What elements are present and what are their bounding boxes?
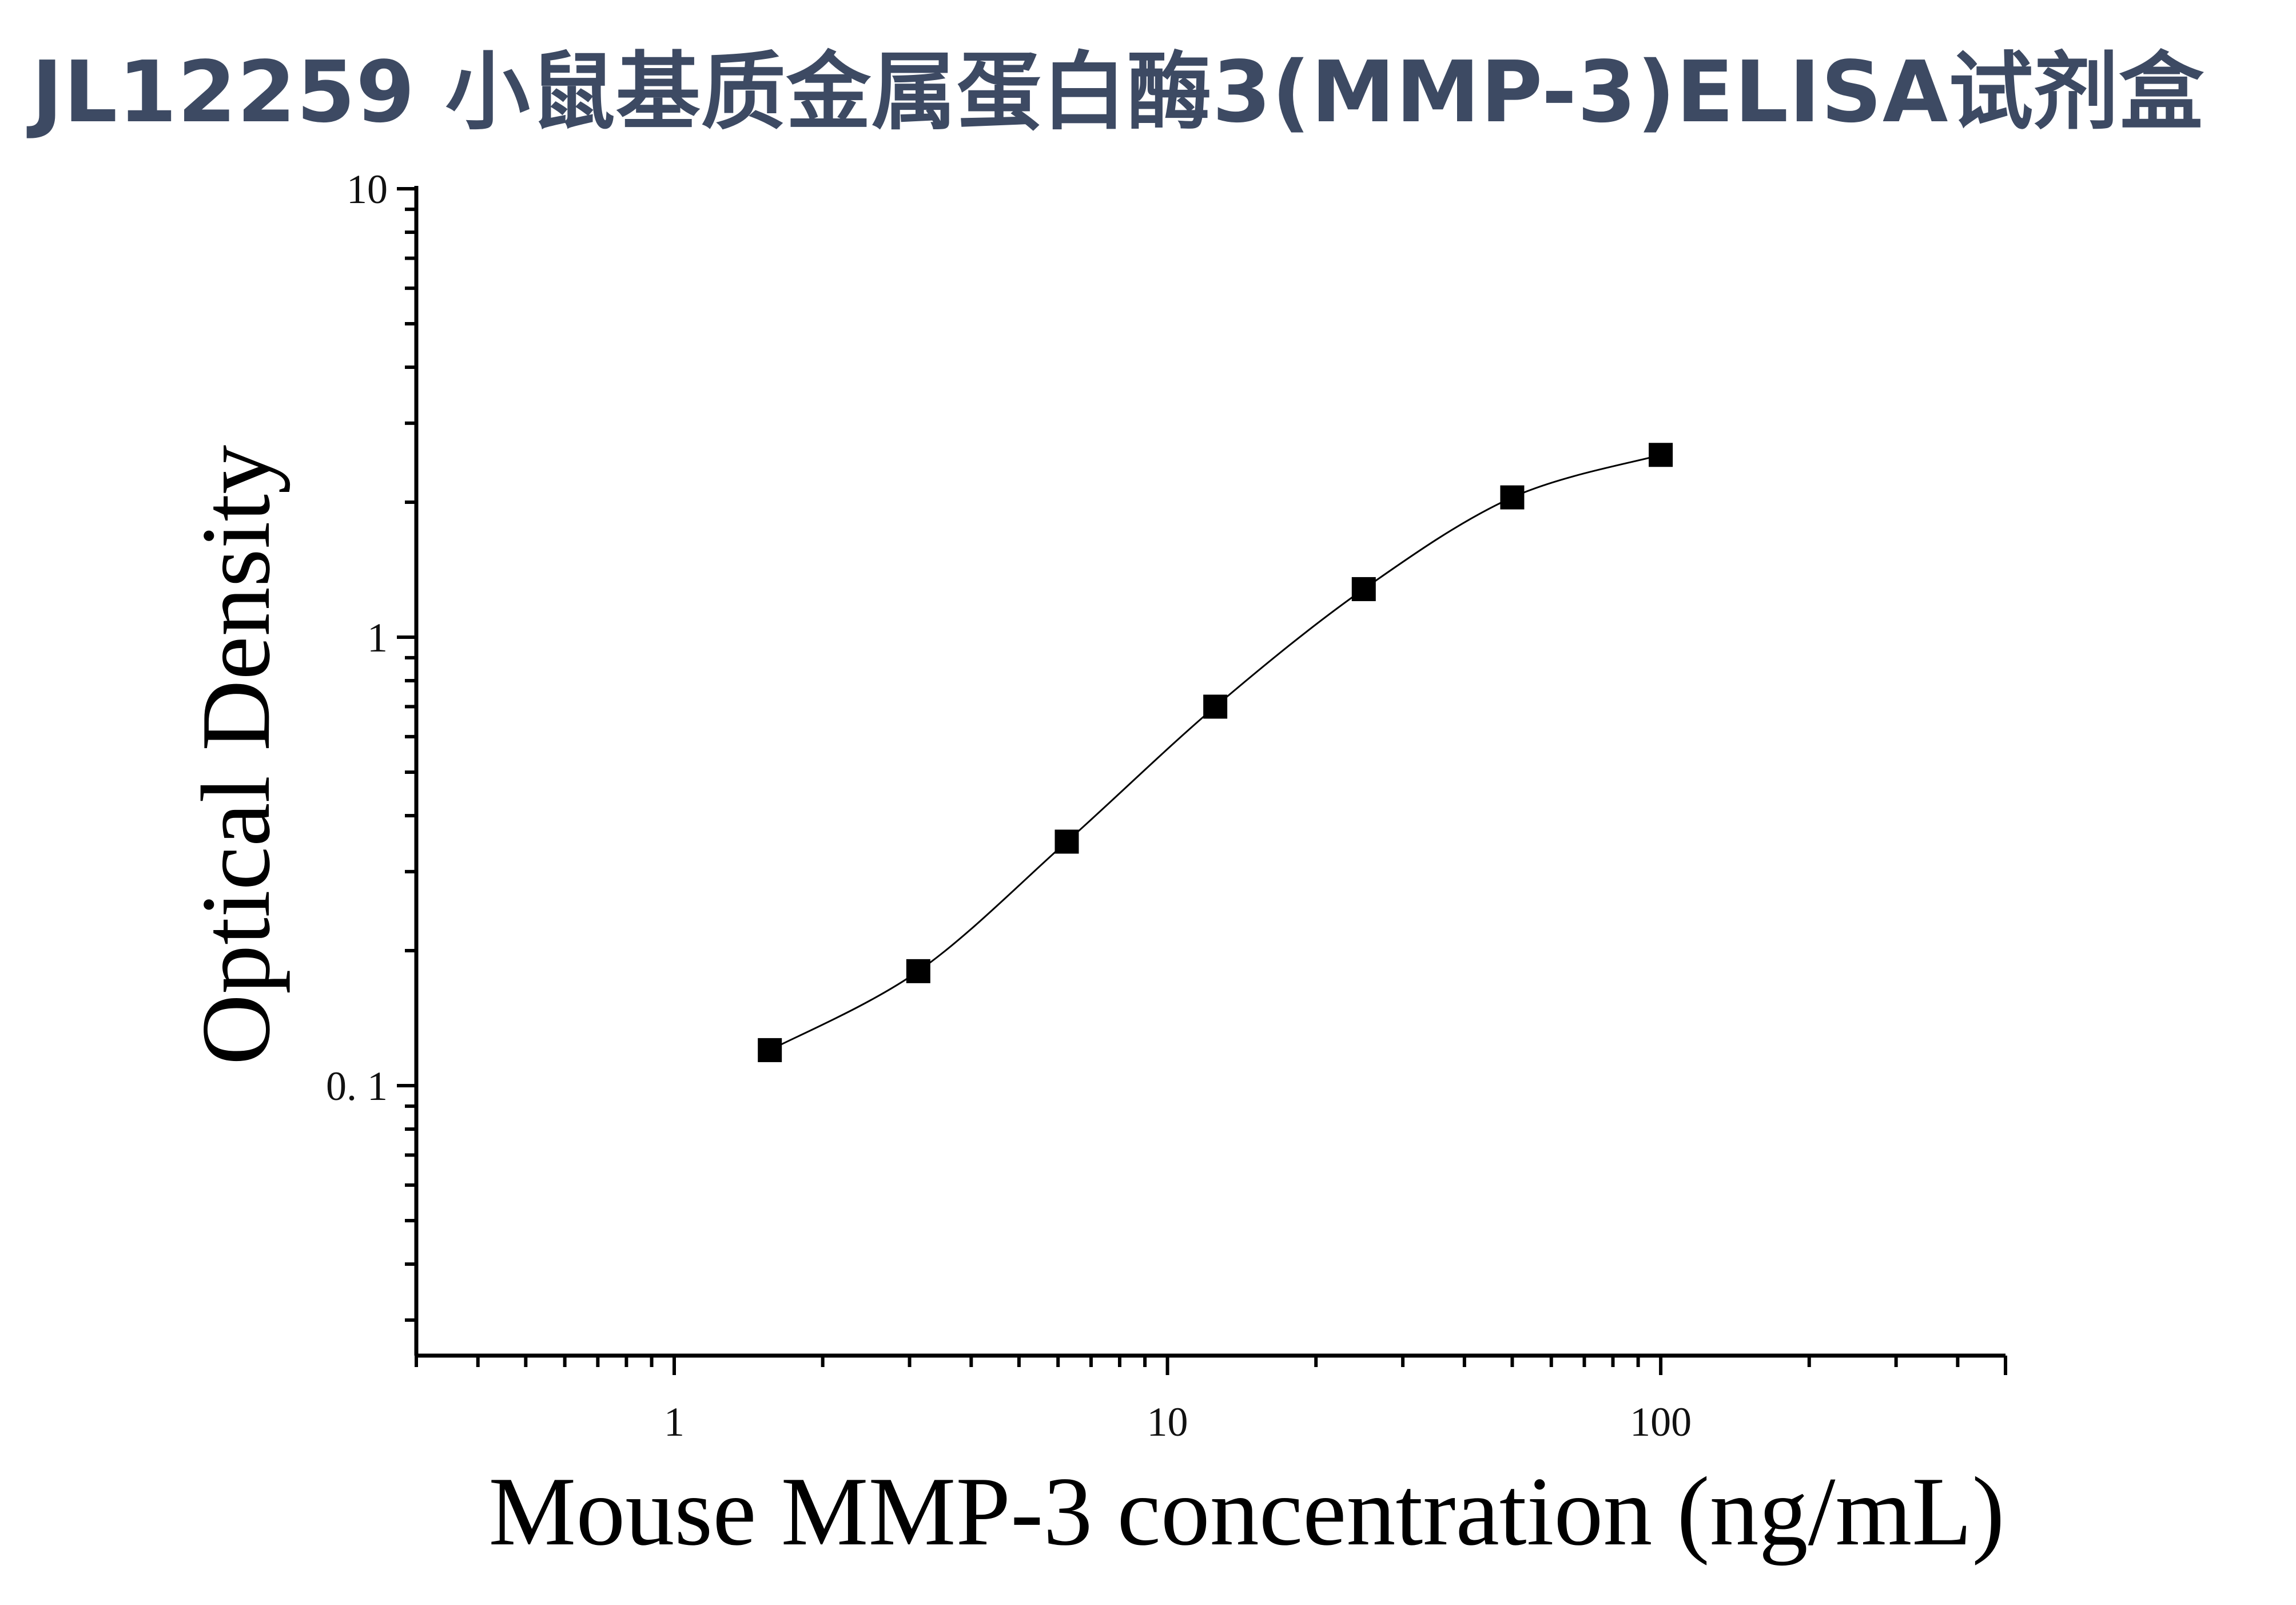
data-point	[1500, 485, 1525, 510]
fit-curve	[769, 454, 1661, 1051]
y-tick-label: 10	[347, 166, 388, 212]
page-title: JL12259 小鼠基质金属蛋白酶3(MMP-3)ELISA试剂盒	[31, 43, 2205, 141]
data-point	[1055, 829, 1079, 854]
y-tick-label: 0. 1	[326, 1063, 388, 1109]
chart-axes	[414, 186, 2005, 1358]
x-tick-label: 10	[1147, 1399, 1188, 1445]
data-points	[758, 443, 1673, 1062]
data-point	[1203, 694, 1228, 719]
x-axis-label: Mouse MMP-3 concentration (ng/mL)	[488, 1457, 2004, 1566]
chart-ticks	[397, 187, 2007, 1375]
y-tick-label: 1	[367, 615, 388, 661]
x-tick-label: 100	[1630, 1399, 1692, 1445]
data-point	[758, 1038, 782, 1062]
data-point	[1649, 443, 1673, 467]
data-point	[1351, 577, 1376, 601]
chart-tick-labels: 1 10 100 0. 1 1 10	[326, 166, 1692, 1445]
x-tick-label: 1	[664, 1399, 685, 1445]
y-axis-label: Optical Density	[182, 445, 291, 1065]
data-point	[906, 959, 930, 983]
